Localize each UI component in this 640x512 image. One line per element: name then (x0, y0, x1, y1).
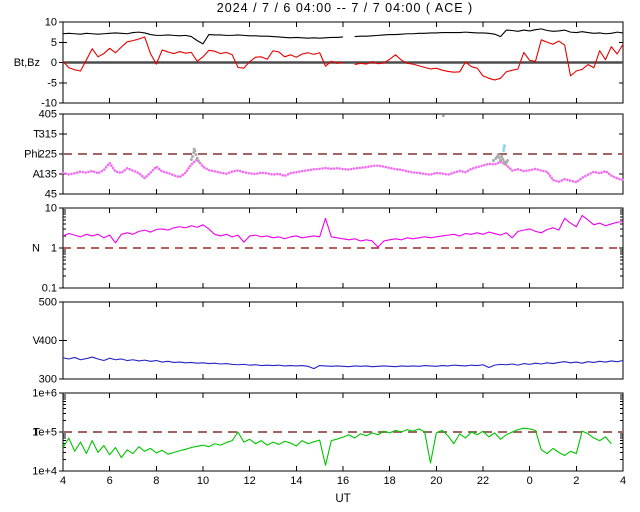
xtick-label: 4 (60, 475, 66, 487)
ytick-label-n: 10 (45, 203, 57, 215)
axis-label-t: T (33, 129, 40, 141)
xtick-label: 22 (477, 475, 489, 487)
ytick-label-bt-bz: 0 (51, 57, 57, 69)
ytick-label-phi: 315 (39, 129, 57, 141)
ytick-label-t: 1e+6 (32, 388, 57, 400)
ytick-label-n: 1 (51, 243, 57, 255)
xtick-label: 10 (197, 475, 209, 487)
chart-graphics: -10 -5 0 5 10 Bt,Bz 45 135 225 315 405 T Phi A 0.1 1 10 N… (14, 17, 626, 488)
panel-n: 0.1 1 10 N (32, 203, 624, 295)
ytick-label-n: 0.1 (42, 283, 57, 295)
axis-label-phi: Phi (24, 149, 40, 161)
xtick-label: 20 (430, 475, 442, 487)
panel-v: 300 400 500 V (33, 297, 624, 386)
axis-label-a: A (33, 169, 41, 181)
xtick-label: 12 (244, 475, 256, 487)
axis-label-v: V (33, 335, 41, 347)
t-series (62, 427, 612, 466)
ytick-label-v: 500 (39, 297, 57, 309)
xtick-label: 0 (527, 475, 533, 487)
phi-series (61, 157, 625, 184)
v-series (62, 356, 624, 370)
xtick-label: 18 (384, 475, 396, 487)
ytick-label-t: 1e+5 (32, 427, 57, 439)
ytick-label-bt-bz: 10 (45, 17, 57, 29)
ytick-label-v: 400 (39, 335, 57, 347)
panel-bt-bz: -10 -5 0 5 10 Bt,Bz (14, 17, 624, 110)
x-axis-label: UT (335, 493, 350, 505)
xtick-label: 16 (337, 475, 349, 487)
phi-outlier-gray (189, 114, 509, 166)
xtick-label: 4 (620, 475, 626, 487)
ytick-label-phi: 405 (39, 109, 57, 121)
n-series (62, 214, 624, 248)
ytick-label-phi: 45 (45, 189, 57, 201)
plot-title: 2024 / 7 / 6 04:00 -- 7 / 7 04:00 ( ACE … (217, 1, 473, 15)
axis-label-n: N (32, 243, 40, 255)
ytick-label-bt-bz: -10 (41, 98, 57, 110)
bz-series (62, 36, 624, 81)
panel-phi: 45 135 225 315 405 T Phi A (24, 109, 625, 201)
xtick-label: 14 (290, 475, 302, 487)
xtick-label: 8 (153, 475, 159, 487)
bt-series (62, 28, 624, 45)
ytick-label-bt-bz: 5 (51, 37, 57, 49)
panel-t: 1e+4 1e+5 1e+6 T 4 6 8 10 12 14 16 18 20 22 0 2 4 (32, 388, 626, 488)
xtick-label: 2 (573, 475, 579, 487)
axis-label-t: T (33, 427, 40, 439)
xtick-label: 6 (107, 475, 113, 487)
axis-label-btbz: Bt,Bz (14, 57, 40, 69)
phi-outlier-blue (502, 144, 506, 152)
ytick-label-v: 300 (39, 374, 57, 386)
ytick-label-phi: 135 (39, 169, 57, 181)
ytick-label-t: 1e+4 (32, 466, 57, 478)
ytick-label-bt-bz: -5 (47, 77, 57, 89)
ytick-label-phi: 225 (39, 149, 57, 161)
